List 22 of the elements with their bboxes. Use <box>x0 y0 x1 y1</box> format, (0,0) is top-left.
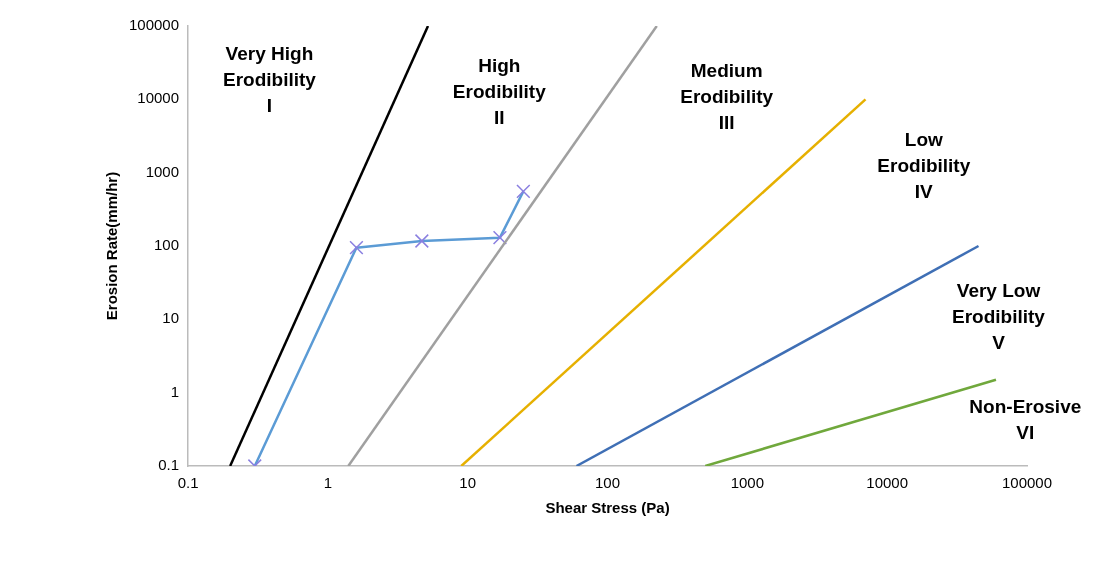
y-tick-label: 1000 <box>145 162 180 180</box>
annotation: Very Low Erodibility V <box>952 279 1046 353</box>
annotation: Medium Erodibility III <box>680 60 774 134</box>
annotation: Very High Erodibility I <box>222 42 317 116</box>
y-tick-label: 100 <box>154 236 180 254</box>
annotation: Non-Erosive VI <box>969 395 1082 443</box>
y-tick-label: 0.1 <box>158 456 180 474</box>
y-tick-label: 10000 <box>137 89 180 107</box>
x-tick-label: 100000 <box>1001 474 1053 492</box>
x-tick-label: 10 <box>459 474 477 492</box>
annotation: High Erodibility II <box>452 55 547 129</box>
y-tick-label: 10 <box>162 309 180 327</box>
y-tick-label: 100000 <box>128 16 180 34</box>
y-axis-title: Erosion Rate(mm/hr) <box>103 171 121 321</box>
y-tick-label: 1 <box>170 382 180 400</box>
x-tick-label: 100 <box>595 474 621 492</box>
annotation: Low Erodibility IV <box>877 129 971 203</box>
x-axis-title: Shear Stress (Pa) <box>545 499 670 517</box>
x-tick-label: 10000 <box>866 474 909 492</box>
x-tick-label: 1000 <box>730 474 765 492</box>
x-tick-label: 0.1 <box>177 474 199 492</box>
x-tick-label: 1 <box>323 474 333 492</box>
